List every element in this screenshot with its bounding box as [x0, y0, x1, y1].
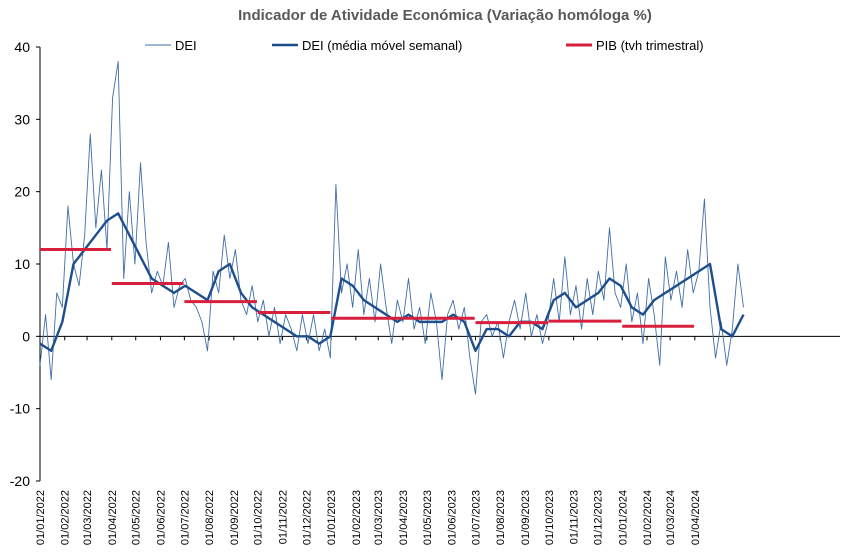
x-tick-label: 01/06/2022: [155, 490, 167, 545]
y-tick-label: 40: [14, 39, 30, 55]
x-tick-label: 01/05/2023: [422, 490, 434, 545]
x-tick-label: 01/07/2022: [179, 490, 191, 545]
x-tick-label: 01/01/2022: [35, 490, 47, 545]
x-tick-label: 01/11/2022: [277, 490, 289, 544]
x-tick-label: 01/02/2024: [642, 490, 654, 545]
chart-title: Indicador de Atividade Económica (Variaç…: [238, 7, 652, 24]
y-tick-label: 30: [14, 111, 30, 127]
y-tick-label: -10: [10, 401, 30, 417]
x-tick-label: 01/04/2022: [107, 490, 119, 545]
x-tick-label: 01/03/2024: [665, 490, 677, 545]
x-tick-label: 01/12/2022: [301, 490, 313, 545]
legend-label: PIB (tvh trimestral): [596, 38, 704, 53]
x-tick-label: 01/10/2022: [253, 490, 265, 545]
x-tick-label: 01/01/2024: [617, 490, 629, 545]
y-tick-label: -20: [10, 473, 30, 489]
x-tick-label: 01/05/2022: [131, 490, 143, 545]
x-tick-label: 01/03/2022: [82, 490, 94, 545]
x-tick-label: 01/02/2023: [351, 490, 363, 545]
series-line-dei: [39, 61, 744, 395]
legend-label: DEI: [175, 38, 197, 53]
y-tick-label: 10: [14, 256, 30, 272]
x-tick-label: 01/04/2024: [690, 490, 702, 545]
x-tick-label: 01/06/2023: [447, 490, 459, 545]
x-tick-label: 01/04/2023: [398, 490, 410, 545]
x-tick-label: 01/07/2023: [470, 490, 482, 545]
legend-label: DEI (média móvel semanal): [302, 38, 462, 53]
x-tick-label: 01/09/2023: [520, 490, 532, 545]
x-tick-label: 01/09/2022: [229, 490, 241, 545]
x-tick-label: 01/11/2023: [569, 490, 581, 544]
x-tick-label: 01/01/2023: [326, 490, 338, 545]
x-tick-label: 01/03/2023: [373, 490, 385, 545]
y-tick-label: 20: [14, 184, 30, 200]
x-tick-label: 01/08/2022: [204, 490, 216, 545]
x-tick-label: 01/02/2022: [60, 490, 72, 545]
x-tick-label: 01/12/2023: [593, 490, 605, 545]
x-tick-label: 01/08/2023: [495, 490, 507, 545]
y-tick-label: 0: [22, 328, 30, 344]
x-tick-label: 01/10/2023: [544, 490, 556, 545]
